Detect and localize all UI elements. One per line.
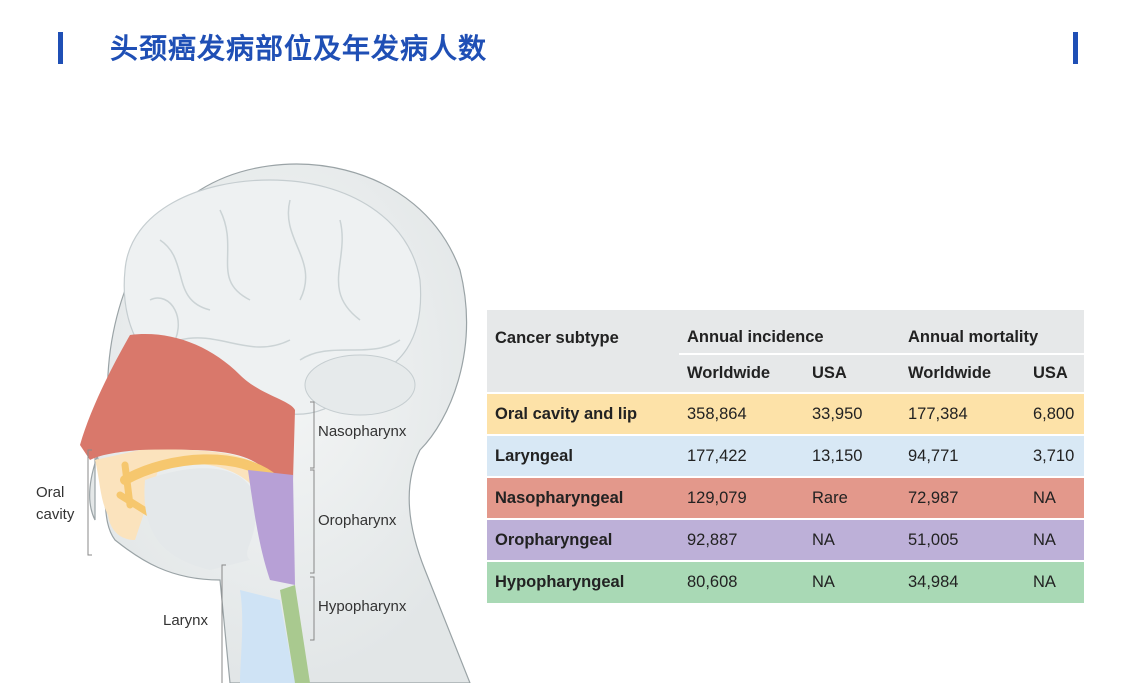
cell-subtype: Oral cavity and lip [495,404,638,423]
header-mort-worldwide: Worldwide [908,364,992,382]
cell-mort-world: 177,384 [908,404,968,423]
label-oropharynx: Oropharynx [318,512,397,529]
cell-mort-usa: 6,800 [1033,404,1075,423]
hypopharynx-bracket [310,576,315,641]
cell-inc-world: 80,608 [687,573,738,591]
oral-airway [144,468,256,570]
table-header-row-1: Cancer subtype Annual incidence Annual m… [487,310,1084,355]
header-inc-worldwide: Worldwide [687,364,771,382]
oral-cavity-bracket [87,449,92,556]
larynx-bracket [221,564,226,683]
cell-mort-world: 34,984 [908,573,959,591]
table-row: Laryngeal 177,422 13,150 94,771 3,710 [487,435,1084,477]
table-header-row-2: Worldwide USA Worldwide USA [487,354,1084,393]
oropharynx-bracket [310,469,315,574]
cell-inc-world: 92,887 [687,530,738,549]
page-title: 头颈癌发病部位及年发病人数 [110,32,488,65]
hypopharynx-region [280,585,310,683]
table-row: Oral cavity and lip 358,864 33,950 177,384 6… [487,393,1084,435]
cell-inc-world: 358,864 [687,404,747,423]
cell-mort-usa: 3,710 [1033,446,1075,465]
cell-subtype: Laryngeal [495,446,573,465]
label-oral-cavity-1: Oral [36,484,65,501]
label-nasopharynx: Nasopharynx [318,423,407,440]
title-accent-bar-left [58,32,63,64]
nasal-cavity-region [80,334,295,485]
title-accent-bar-right [1073,32,1078,64]
tongue-palate [120,454,280,485]
oropharynx-region [248,470,295,585]
label-oral-cavity-2: cavity [36,506,75,523]
cell-inc-usa: NA [812,573,835,591]
cell-inc-usa: 33,950 [812,404,863,423]
cerebellum [304,354,416,416]
cell-inc-usa: NA [812,530,835,549]
cell-inc-world: 129,079 [687,488,747,507]
cell-mort-world: 72,987 [908,488,959,507]
cell-mort-usa: NA [1033,488,1056,507]
header-mort-usa: USA [1033,364,1068,382]
cell-inc-usa: 13,150 [812,446,863,465]
cell-inc-world: 177,422 [687,446,747,465]
cell-mort-usa: NA [1033,530,1056,549]
nasopharynx-bracket [310,401,315,469]
cell-subtype: Nasopharyngeal [495,488,624,507]
cell-mort-world: 94,771 [908,446,959,465]
cell-mort-usa: NA [1033,573,1056,591]
header-incidence: Annual incidence [679,310,900,355]
table-row: Nasopharyngeal 129,079 Rare 72,987 NA [487,477,1084,519]
larynx-region [240,590,295,683]
table-row: Hypopharyngeal 80,608 NA 34,984 NA [487,561,1084,603]
table-row: Oropharyngeal 92,887 NA 51,005 NA [487,519,1084,561]
header-subtype: Cancer subtype [495,329,619,347]
cancer-statistics-table: Cancer subtype Annual incidence Annual m… [487,310,1084,603]
label-larynx: Larynx [163,612,209,629]
header-inc-usa: USA [812,364,847,382]
head-neck-anatomy-diagram [80,163,471,683]
label-hypopharynx: Hypopharynx [318,598,407,615]
cell-subtype: Hypopharyngeal [495,573,625,591]
cell-inc-usa: Rare [812,488,848,507]
cell-mort-world: 51,005 [908,530,959,549]
header-mortality: Annual mortality [900,310,1084,355]
cell-subtype: Oropharyngeal [495,530,613,549]
